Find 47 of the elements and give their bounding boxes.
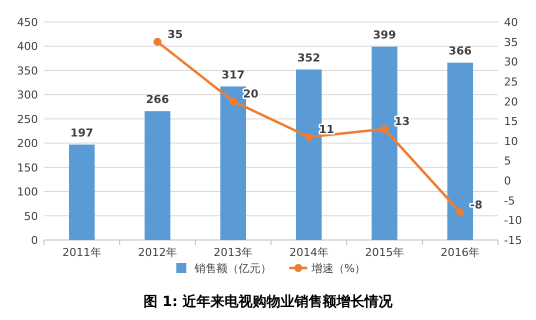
y2-tick-label: 25	[504, 75, 518, 88]
x-tick-label: 2013年	[214, 246, 253, 259]
bar	[296, 69, 322, 240]
x-tick-label: 2015年	[365, 246, 404, 259]
data-label: 266	[146, 93, 170, 106]
y-tick-label: 300	[17, 88, 38, 102]
legend-label: 增速（%）	[310, 262, 366, 275]
point	[304, 132, 313, 141]
y2-tick-label: 20	[504, 95, 518, 108]
y2-tick-label: -10	[504, 214, 522, 228]
y2-tick-label: 10	[504, 134, 518, 148]
data-label: 366	[448, 44, 472, 58]
y2-tick-label: -5	[504, 194, 515, 208]
data-label: 35	[168, 28, 183, 41]
y-tick-label: 50	[24, 210, 38, 223]
y2-tick-label: 35	[504, 36, 518, 49]
y-tick-label: 0	[31, 234, 38, 247]
x-tick-label: 2016年	[440, 246, 480, 259]
x-tick-label: 2011年	[62, 246, 102, 259]
text: 图 1: 近年来电视购物业销售额增长情况	[143, 293, 394, 310]
point	[229, 97, 238, 106]
data-label: 399	[373, 28, 396, 42]
y2-tick-label: 15	[504, 115, 518, 128]
x-tick-label: 2014年	[289, 246, 328, 259]
point	[456, 208, 464, 216]
data-label: 352	[297, 51, 320, 64]
y-tick-label: 100	[17, 186, 38, 199]
bar	[68, 144, 95, 240]
y2-tick-label: 30	[504, 56, 518, 69]
bar	[372, 46, 398, 240]
bar	[144, 111, 170, 240]
x-tick-label: 2012年	[138, 246, 177, 259]
data-label: 317	[222, 68, 245, 82]
data-label: 197	[70, 126, 94, 140]
y2-tick-label: 0	[504, 174, 511, 188]
legend-label: 销售额（亿元）	[193, 262, 272, 275]
y-tick-label: 150	[17, 161, 38, 174]
point	[154, 38, 162, 46]
y-tick-label: 400	[17, 40, 38, 54]
y2-tick-label: 5	[504, 154, 511, 168]
y-tick-label: 200	[17, 137, 38, 150]
y2-tick-label: -15	[504, 234, 522, 247]
y-tick-label: 350	[17, 64, 38, 78]
point	[380, 125, 388, 134]
y-tick-label: 250	[17, 112, 38, 126]
y-tick-label: 450	[17, 16, 38, 29]
y2-tick-label: 40	[504, 16, 518, 29]
